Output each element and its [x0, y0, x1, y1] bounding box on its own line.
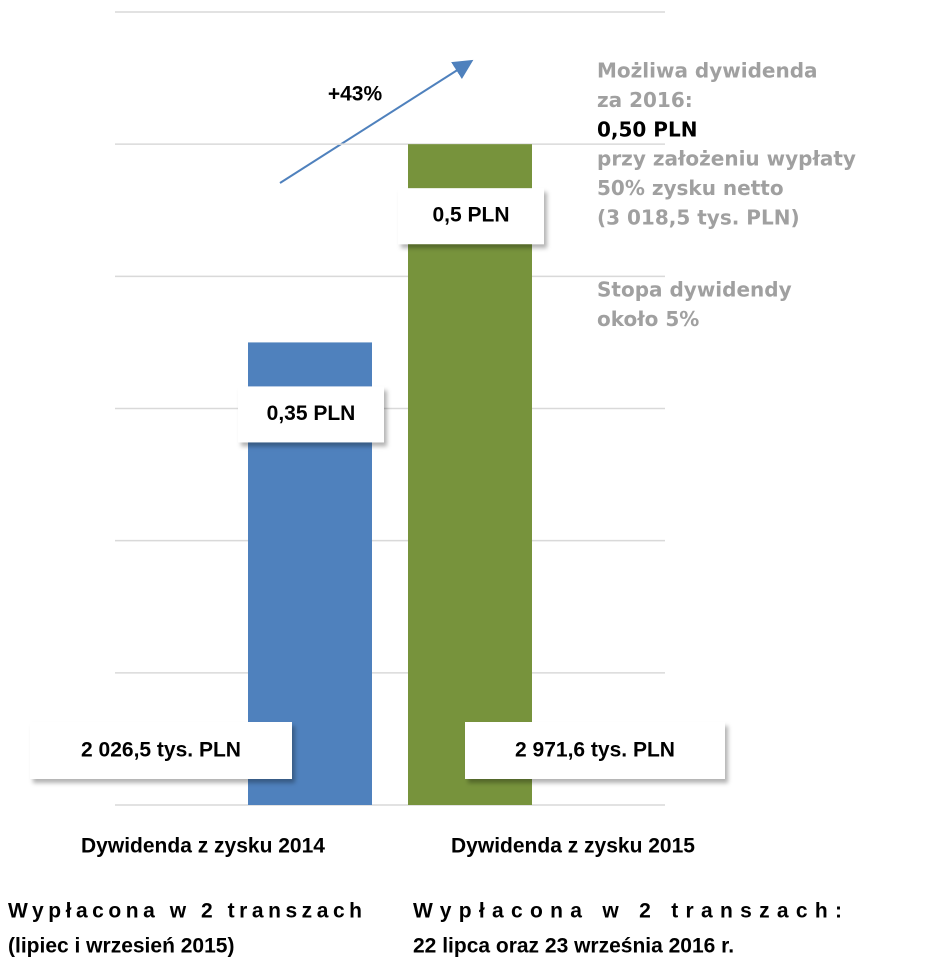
value-label-box: [398, 188, 544, 245]
side-note: (3 018,5 tys. PLN): [597, 206, 800, 230]
value-label: 0,35 PLN: [267, 402, 356, 425]
x-tick-label: Dywidenda z zysku 2014: [81, 835, 325, 858]
value-label-box: [238, 386, 384, 443]
x-tick-label: Dywidenda z zysku 2015: [451, 835, 695, 858]
amount-label: 2 971,6 tys. PLN: [515, 739, 675, 762]
amount-label-box: [465, 722, 725, 779]
side-note: około 5%: [597, 307, 699, 331]
growth-annotation: +43%: [328, 83, 383, 106]
payout-note: 22 lipca oraz 23 września 2016 r.: [413, 935, 734, 958]
side-note-highlight: 0,50 PLN: [597, 118, 697, 142]
side-note: Stopa dywidendy: [597, 278, 792, 302]
payout-note: (lipiec i wrzesień 2015): [8, 935, 234, 958]
bar: [408, 144, 532, 805]
amount-label-box: [30, 722, 292, 779]
growth-arrow: [279, 59, 474, 184]
side-note: 50% zysku netto: [597, 176, 784, 200]
amount-label: 2 026,5 tys. PLN: [81, 739, 241, 762]
side-note: za 2016:: [597, 88, 693, 112]
side-note: przy założeniu wypłaty: [597, 147, 856, 171]
payout-note: Wypłacona w 2 transzach: [8, 900, 362, 923]
payout-note: Wypłacona w 2 transzach:: [413, 900, 842, 923]
value-label: 0,5 PLN: [432, 204, 509, 227]
side-note: Możliwa dywidenda: [597, 59, 818, 83]
